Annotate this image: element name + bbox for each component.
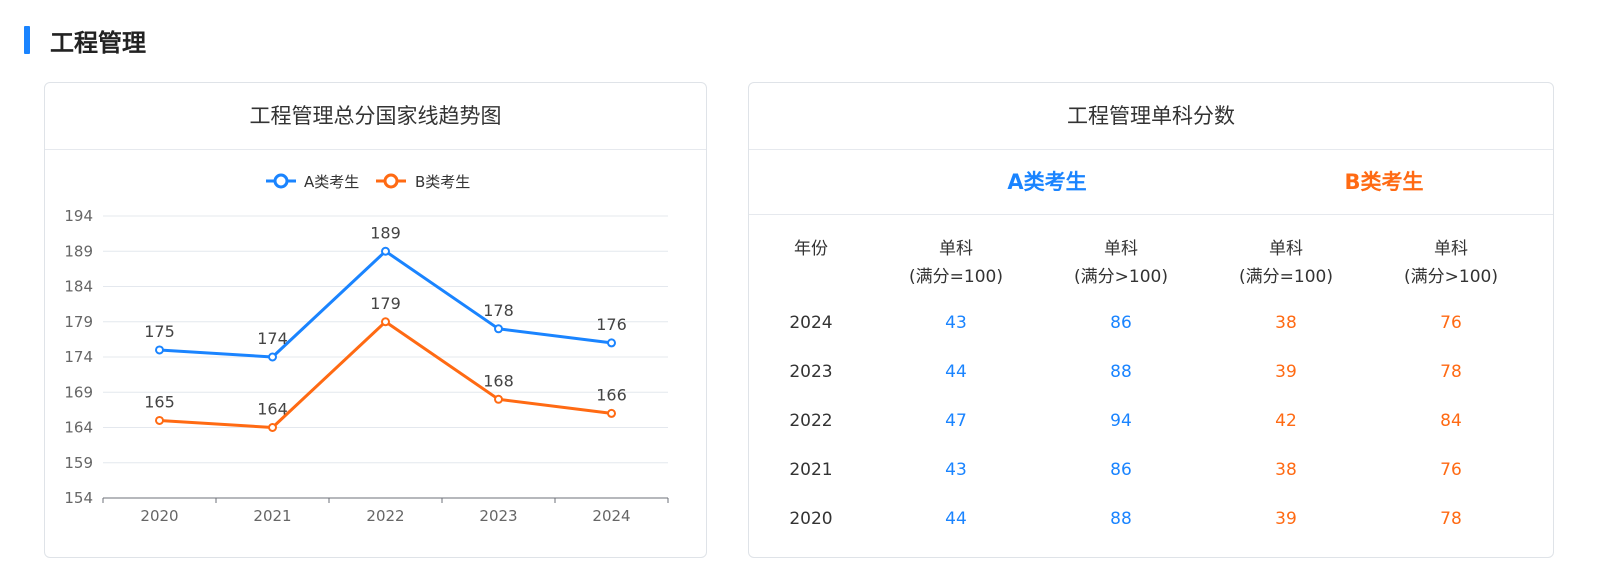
table-cell-score: 47 bbox=[945, 411, 967, 431]
table-cell-score: 42 bbox=[1275, 411, 1297, 431]
table-card-title: 工程管理单科分数 bbox=[749, 83, 1553, 150]
table-cell-score: 39 bbox=[1275, 509, 1297, 529]
legend-marker bbox=[383, 173, 399, 189]
data-point bbox=[381, 317, 390, 327]
column-header-line1: 年份 bbox=[794, 239, 828, 259]
data-label: 175 bbox=[144, 322, 175, 341]
data-label: 165 bbox=[144, 392, 175, 411]
column-header: 单科 (满分>100) bbox=[1367, 235, 1535, 291]
table-cell-score: 76 bbox=[1440, 460, 1462, 480]
table-cell-year: 2020 bbox=[789, 509, 833, 529]
y-tick-label: 174 bbox=[64, 348, 93, 366]
y-tick-label: 159 bbox=[64, 454, 93, 472]
data-point bbox=[155, 345, 164, 355]
x-tick-label: 2021 bbox=[253, 507, 291, 525]
table-cell-score: 86 bbox=[1110, 313, 1132, 333]
chart-card-title: 工程管理总分国家线趋势图 bbox=[45, 83, 706, 150]
data-point bbox=[268, 423, 277, 432]
x-tick-label: 2020 bbox=[140, 507, 178, 525]
column-header-line2: (满分>100) bbox=[1404, 267, 1498, 287]
column-header-line1: 单科 bbox=[1269, 239, 1303, 259]
table-cell-score: 88 bbox=[1110, 509, 1132, 529]
table-cell-score: 43 bbox=[945, 460, 967, 480]
data-label: 176 bbox=[596, 315, 627, 334]
column-header: 单科 (满分=100) bbox=[872, 235, 1040, 291]
table-cell-score: 78 bbox=[1440, 509, 1462, 529]
table-cell-year: 2023 bbox=[789, 362, 833, 382]
data-label: 189 bbox=[370, 223, 401, 242]
legend-label: B类考生 bbox=[415, 173, 470, 191]
data-point bbox=[268, 352, 277, 362]
x-tick-label: 2024 bbox=[592, 507, 630, 525]
group-b-label: B类考生 bbox=[1344, 170, 1424, 194]
data-point bbox=[607, 408, 616, 418]
table-cell-score: 78 bbox=[1440, 362, 1462, 382]
table-cell-score: 94 bbox=[1110, 411, 1132, 431]
table-cell-score: 88 bbox=[1110, 362, 1132, 382]
table-cell-year: 2022 bbox=[789, 411, 833, 431]
column-header: 单科 (满分=100) bbox=[1202, 235, 1370, 291]
column-header: 年份 bbox=[749, 235, 895, 263]
legend-marker bbox=[273, 173, 289, 189]
data-point bbox=[607, 338, 616, 348]
y-tick-label: 154 bbox=[64, 489, 93, 507]
table-cell-score: 86 bbox=[1110, 460, 1132, 480]
table-cell-score: 43 bbox=[945, 313, 967, 333]
data-point bbox=[155, 415, 164, 425]
data-label: 164 bbox=[257, 400, 288, 419]
data-point bbox=[494, 394, 503, 404]
chart-card: 工程管理总分国家线趋势图 154 159 164 169 174 179 184 189 194… bbox=[44, 82, 707, 558]
table-cell-year: 2021 bbox=[789, 460, 833, 480]
table-cell-score: 38 bbox=[1275, 313, 1297, 333]
score-table-card: 工程管理单科分数 A类考生 B类考生 年份 单科 (满分=100) 单科 (满分>100… bbox=[748, 82, 1554, 558]
y-tick-label: 189 bbox=[64, 242, 93, 260]
data-label: 174 bbox=[257, 329, 288, 348]
column-header-line2: (满分=100) bbox=[1239, 267, 1333, 287]
legend-label: A类考生 bbox=[304, 173, 359, 191]
table-cell-year: 2024 bbox=[789, 313, 833, 333]
x-tick-label: 2022 bbox=[366, 507, 404, 525]
table-cell-score: 44 bbox=[945, 509, 967, 529]
column-header-line1: 单科 bbox=[1434, 239, 1468, 259]
y-tick-label: 169 bbox=[64, 383, 93, 401]
table-cell-score: 38 bbox=[1275, 460, 1297, 480]
section-title: 工程管理 bbox=[50, 28, 146, 57]
trend-line-chart: 154 159 164 169 174 179 184 189 194 2020 2021 2022 2… bbox=[64, 173, 669, 525]
column-header: 单科 (满分>100) bbox=[1037, 235, 1205, 291]
data-label: 166 bbox=[596, 385, 627, 404]
y-tick-label: 184 bbox=[64, 278, 93, 296]
table-cell-score: 39 bbox=[1275, 362, 1297, 382]
column-header-line1: 单科 bbox=[1104, 239, 1138, 259]
data-label: 168 bbox=[483, 371, 514, 390]
group-header-row: A类考生 B类考生 bbox=[749, 150, 1553, 215]
data-label: 179 bbox=[370, 294, 401, 313]
section-header: 工程管理 bbox=[24, 24, 146, 57]
series-line bbox=[159, 320, 612, 429]
table-cell-score: 44 bbox=[945, 362, 967, 382]
y-tick-label: 179 bbox=[64, 313, 93, 331]
data-point bbox=[494, 324, 503, 334]
group-a-label: A类考生 bbox=[1007, 170, 1087, 194]
column-header-line2: (满分=100) bbox=[909, 267, 1003, 287]
data-point bbox=[381, 246, 390, 256]
y-tick-label: 164 bbox=[64, 419, 93, 437]
section-accent-bar bbox=[24, 26, 30, 54]
x-tick-label: 2023 bbox=[479, 507, 517, 525]
table-cell-score: 76 bbox=[1440, 313, 1462, 333]
column-header-line1: 单科 bbox=[939, 239, 973, 259]
y-tick-label: 194 bbox=[64, 207, 93, 225]
data-label: 178 bbox=[483, 301, 514, 320]
table-cell-score: 84 bbox=[1440, 411, 1462, 431]
column-header-line2: (满分>100) bbox=[1074, 267, 1168, 287]
